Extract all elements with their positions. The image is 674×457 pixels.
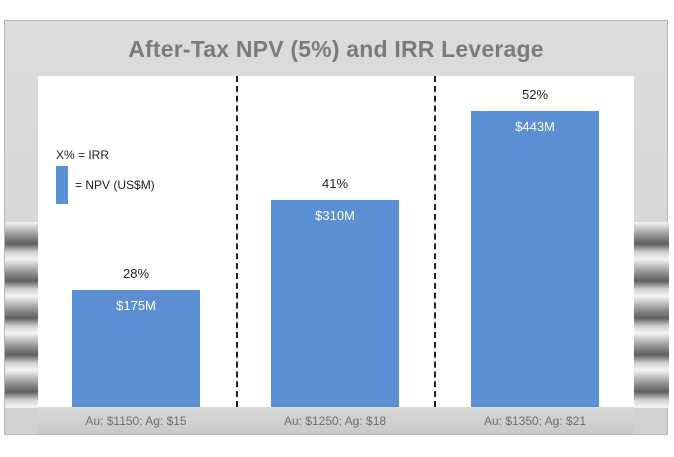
legend-irr-entry: X% = IRR bbox=[56, 148, 110, 162]
irr-value-label: 28% bbox=[122, 266, 150, 282]
legend-npv-swatch bbox=[56, 166, 68, 204]
category-tick-label: Au: $1350; Ag: $21 bbox=[483, 414, 587, 428]
irr-value-label: 52% bbox=[521, 87, 549, 102]
decorative-chrome-band-left bbox=[5, 222, 41, 408]
npv-bar bbox=[471, 111, 599, 407]
decorative-chrome-band-right bbox=[633, 222, 669, 408]
category-divider bbox=[434, 76, 436, 407]
npv-value-label: $310M bbox=[315, 207, 355, 223]
npv-value-label: $443M bbox=[515, 119, 555, 134]
npv-value-label: $175M bbox=[116, 298, 156, 314]
legend-npv-entry: = NPV (US$M) bbox=[75, 178, 155, 192]
chart-title: After-Tax NPV (5%) and IRR Leverage bbox=[128, 36, 544, 62]
npv-bar bbox=[271, 199, 399, 407]
x-axis-band bbox=[38, 407, 634, 434]
category-tick-label: Au: $1150; Ag: $15 bbox=[85, 414, 187, 428]
category-divider bbox=[236, 76, 238, 407]
npv-bar bbox=[72, 290, 200, 407]
irr-value-label: 41% bbox=[321, 175, 349, 191]
category-tick-label: Au: $1250; Ag: $18 bbox=[283, 414, 387, 428]
